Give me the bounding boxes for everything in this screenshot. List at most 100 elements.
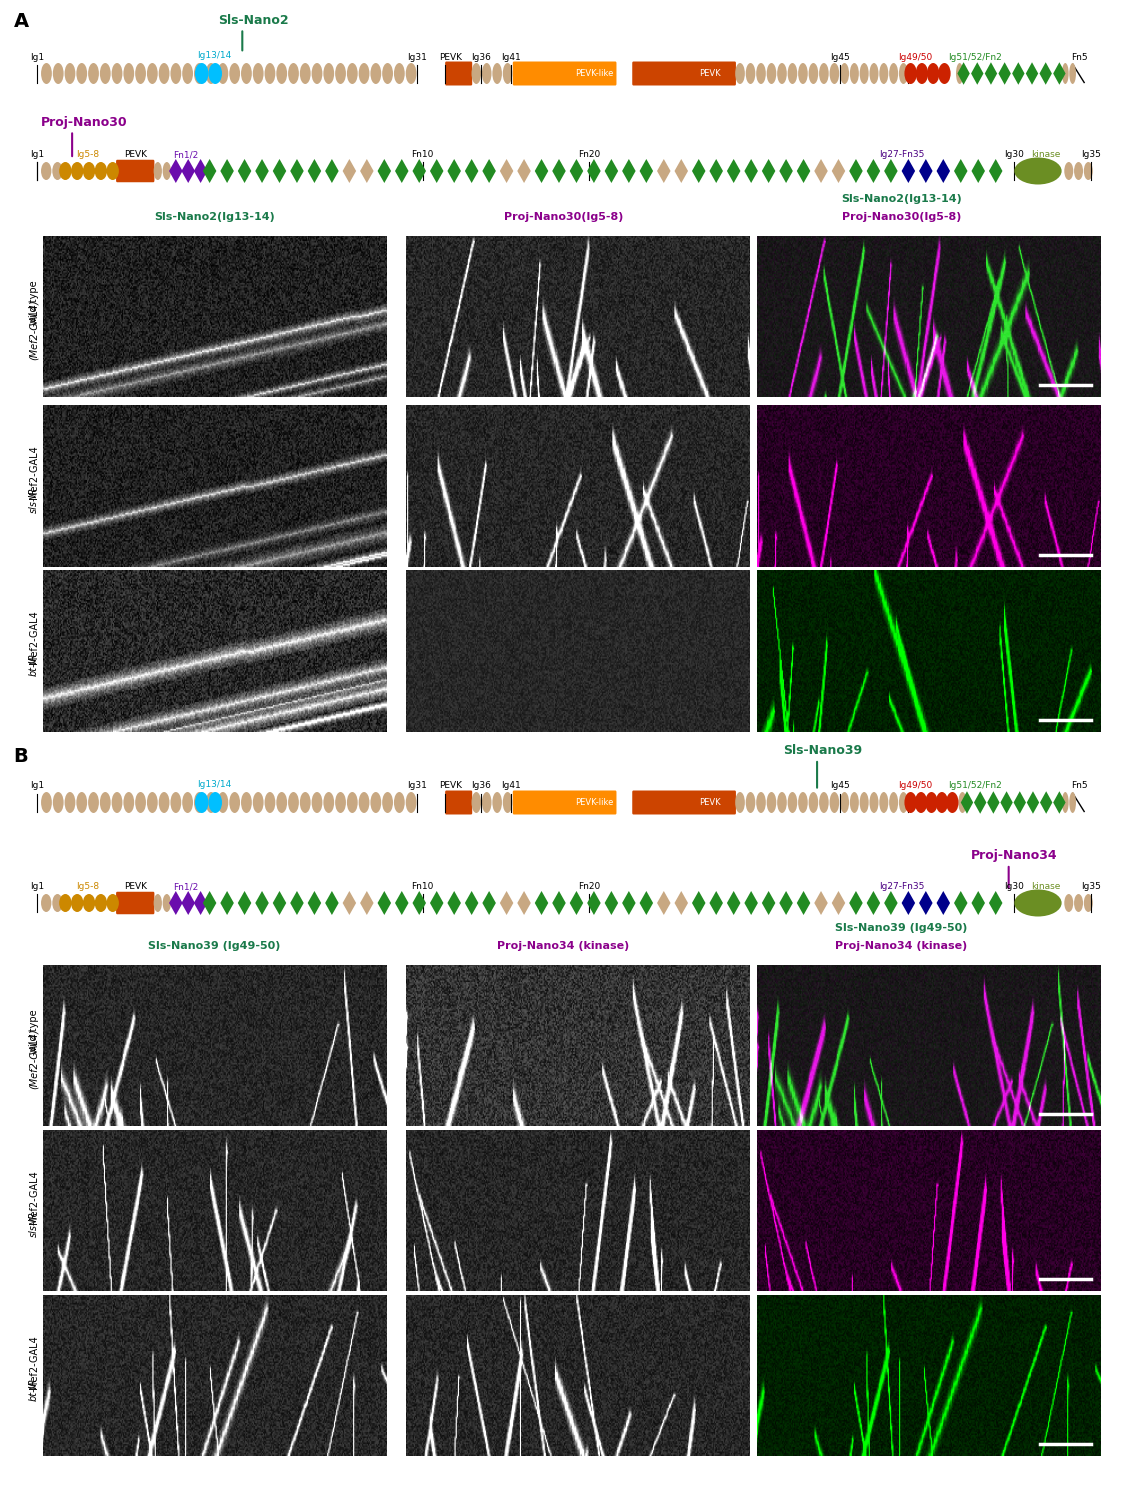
Ellipse shape (766, 63, 777, 84)
Text: Fn10: Fn10 (411, 882, 434, 891)
Polygon shape (378, 159, 391, 183)
Ellipse shape (77, 63, 87, 84)
Polygon shape (308, 891, 321, 915)
Polygon shape (378, 891, 391, 915)
Ellipse shape (241, 792, 251, 813)
Ellipse shape (371, 792, 381, 813)
Ellipse shape (958, 792, 967, 813)
Polygon shape (238, 891, 251, 915)
Polygon shape (203, 159, 216, 183)
Text: Proj-Nano30(Ig5-8): Proj-Nano30(Ig5-8) (842, 211, 961, 222)
Ellipse shape (1064, 162, 1073, 180)
Text: Ig31: Ig31 (407, 782, 427, 790)
Ellipse shape (899, 63, 908, 84)
Polygon shape (832, 159, 845, 183)
Polygon shape (902, 891, 915, 915)
Polygon shape (902, 159, 915, 183)
Polygon shape (1027, 792, 1039, 813)
Ellipse shape (88, 792, 99, 813)
Text: A: A (14, 12, 28, 32)
Polygon shape (396, 891, 409, 915)
Polygon shape (971, 63, 984, 84)
Text: Mef2-GAL4: Mef2-GAL4 (29, 446, 38, 500)
Text: Ig49/50: Ig49/50 (898, 782, 932, 790)
Polygon shape (779, 891, 792, 915)
Ellipse shape (840, 792, 849, 813)
Ellipse shape (323, 63, 335, 84)
Polygon shape (1012, 63, 1024, 84)
Ellipse shape (123, 792, 134, 813)
Ellipse shape (798, 63, 808, 84)
Polygon shape (832, 891, 845, 915)
Polygon shape (797, 891, 810, 915)
Text: B: B (14, 747, 28, 766)
Text: PEVK: PEVK (440, 782, 462, 790)
Polygon shape (465, 159, 479, 183)
Ellipse shape (503, 63, 513, 84)
Ellipse shape (879, 63, 888, 84)
Polygon shape (744, 891, 757, 915)
Polygon shape (1040, 792, 1053, 813)
Polygon shape (447, 891, 461, 915)
Polygon shape (884, 891, 897, 915)
Ellipse shape (289, 792, 299, 813)
Text: Ig1: Ig1 (30, 882, 44, 891)
Polygon shape (762, 159, 775, 183)
Polygon shape (194, 891, 207, 915)
Ellipse shape (1062, 63, 1068, 84)
FancyBboxPatch shape (632, 790, 736, 814)
Polygon shape (535, 159, 549, 183)
Ellipse shape (1062, 792, 1068, 813)
Ellipse shape (53, 63, 63, 84)
Ellipse shape (905, 63, 917, 84)
Ellipse shape (1064, 894, 1073, 912)
Polygon shape (971, 159, 985, 183)
Text: Sls-Nano2(Ig13-14): Sls-Nano2(Ig13-14) (841, 194, 962, 204)
Polygon shape (326, 891, 339, 915)
Ellipse shape (153, 162, 162, 180)
Text: Ig13/14: Ig13/14 (197, 780, 231, 789)
Text: Proj-Nano30(Ig5-8): Proj-Nano30(Ig5-8) (504, 211, 623, 222)
Polygon shape (447, 159, 461, 183)
FancyBboxPatch shape (116, 891, 154, 914)
Ellipse shape (879, 792, 888, 813)
Ellipse shape (100, 792, 110, 813)
Polygon shape (273, 891, 286, 915)
Polygon shape (412, 159, 426, 183)
Ellipse shape (819, 792, 828, 813)
Polygon shape (517, 159, 531, 183)
Polygon shape (308, 159, 321, 183)
Ellipse shape (159, 63, 169, 84)
Ellipse shape (95, 162, 107, 180)
FancyBboxPatch shape (445, 790, 472, 814)
Ellipse shape (915, 63, 929, 84)
Ellipse shape (71, 162, 83, 180)
Ellipse shape (41, 162, 52, 180)
Ellipse shape (778, 792, 787, 813)
Text: Sls-Nano2: Sls-Nano2 (219, 13, 289, 27)
Ellipse shape (112, 63, 123, 84)
Polygon shape (692, 891, 706, 915)
Text: Mef2-GAL4: Mef2-GAL4 (29, 1335, 38, 1389)
Polygon shape (238, 159, 251, 183)
Text: Ig51/52/Fn2: Ig51/52/Fn2 (948, 53, 1002, 62)
Ellipse shape (860, 63, 869, 84)
Ellipse shape (347, 63, 357, 84)
Ellipse shape (746, 63, 755, 84)
Ellipse shape (52, 894, 63, 912)
Ellipse shape (1070, 792, 1076, 813)
Polygon shape (999, 63, 1011, 84)
Ellipse shape (252, 792, 264, 813)
FancyBboxPatch shape (445, 62, 472, 86)
Polygon shape (361, 159, 374, 183)
Ellipse shape (925, 792, 938, 813)
Ellipse shape (64, 63, 76, 84)
Polygon shape (535, 891, 549, 915)
Polygon shape (692, 159, 706, 183)
Polygon shape (482, 159, 496, 183)
Ellipse shape (41, 63, 52, 84)
Ellipse shape (147, 792, 158, 813)
Polygon shape (256, 891, 269, 915)
Ellipse shape (41, 792, 52, 813)
Ellipse shape (808, 792, 818, 813)
